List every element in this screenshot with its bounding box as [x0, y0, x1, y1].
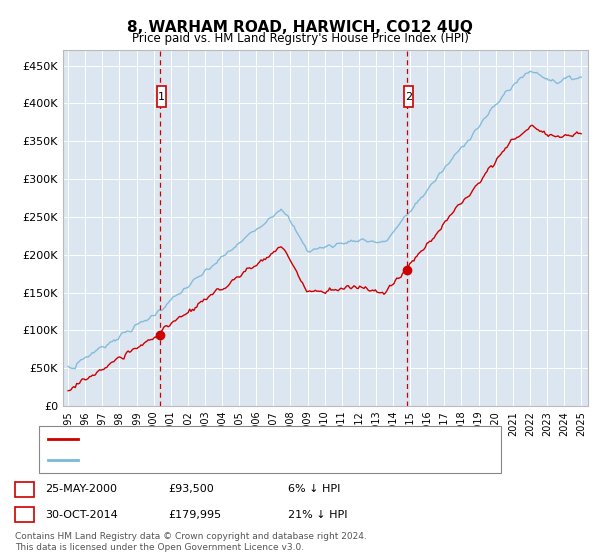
Text: Contains HM Land Registry data © Crown copyright and database right 2024.
This d: Contains HM Land Registry data © Crown c… [15, 533, 367, 552]
Text: 30-OCT-2014: 30-OCT-2014 [45, 510, 118, 520]
Text: 21% ↓ HPI: 21% ↓ HPI [288, 510, 347, 520]
Text: 2: 2 [405, 91, 412, 101]
Text: £93,500: £93,500 [168, 484, 214, 494]
Text: 1: 1 [158, 91, 165, 101]
FancyBboxPatch shape [404, 86, 413, 107]
Text: 1: 1 [21, 484, 28, 494]
Text: 6% ↓ HPI: 6% ↓ HPI [288, 484, 340, 494]
Text: 8, WARHAM ROAD, HARWICH, CO12 4UQ (detached house): 8, WARHAM ROAD, HARWICH, CO12 4UQ (detac… [84, 434, 391, 444]
Text: Price paid vs. HM Land Registry's House Price Index (HPI): Price paid vs. HM Land Registry's House … [131, 32, 469, 45]
FancyBboxPatch shape [157, 86, 166, 107]
Text: £179,995: £179,995 [168, 510, 221, 520]
Text: 2: 2 [21, 510, 28, 520]
Text: 25-MAY-2000: 25-MAY-2000 [45, 484, 117, 494]
Text: 8, WARHAM ROAD, HARWICH, CO12 4UQ: 8, WARHAM ROAD, HARWICH, CO12 4UQ [127, 20, 473, 35]
Text: HPI: Average price, detached house, Tendring: HPI: Average price, detached house, Tend… [84, 455, 322, 465]
